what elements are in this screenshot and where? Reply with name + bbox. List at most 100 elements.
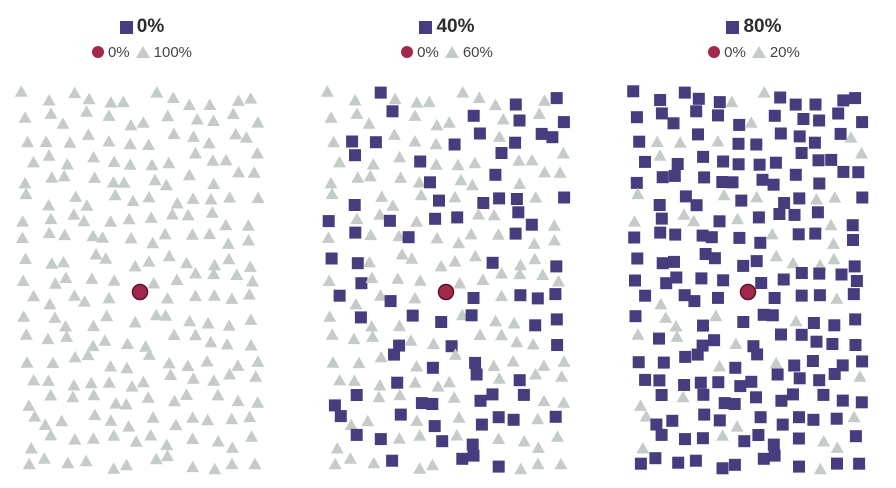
triangle-point: [19, 187, 33, 200]
square-point: [424, 176, 436, 189]
square-point: [697, 319, 709, 332]
circle-legend-icon: [91, 46, 104, 58]
square-point: [531, 292, 544, 305]
square-point: [696, 432, 709, 445]
square-point: [837, 94, 850, 107]
triangle-point: [448, 255, 462, 267]
square-point: [769, 156, 782, 169]
triangle-point: [328, 457, 342, 470]
triangle-point: [506, 355, 520, 367]
triangle-point: [17, 310, 31, 322]
triangle-point: [324, 111, 338, 123]
triangle-point: [225, 292, 239, 304]
triangle-point: [102, 291, 116, 304]
square-point: [655, 389, 668, 401]
scatter-panel-1: [320, 85, 571, 475]
square-point: [751, 348, 764, 361]
square-point: [697, 388, 710, 401]
triangle-point: [408, 135, 422, 147]
panel-title-row: 0%: [12, 14, 272, 40]
square-point: [813, 267, 826, 280]
square-point: [795, 267, 808, 279]
triangle-point: [769, 249, 783, 262]
triangle-point: [413, 429, 427, 441]
triangle-point: [22, 399, 36, 411]
triangle-point: [170, 273, 184, 285]
triangle-point: [122, 212, 136, 225]
triangle-point: [181, 208, 195, 221]
legend-item-triangle: 20%: [751, 44, 800, 61]
triangle-point: [129, 435, 143, 447]
square-point: [750, 391, 762, 404]
triangle-point: [512, 154, 526, 166]
triangle-point: [451, 158, 465, 171]
square-point: [849, 430, 862, 443]
square-point: [467, 109, 480, 122]
triangle-point: [366, 158, 380, 170]
square-point: [853, 457, 866, 470]
triangle-point: [320, 85, 334, 97]
square-point: [679, 350, 692, 363]
triangle-point: [422, 95, 436, 108]
square-point: [509, 136, 522, 149]
triangle-point: [711, 135, 725, 147]
square-point: [495, 147, 508, 159]
square-point: [834, 127, 847, 140]
triangle-point: [514, 462, 528, 475]
triangle-point: [247, 166, 261, 178]
triangle-point: [827, 252, 841, 265]
square-point: [426, 361, 439, 374]
square-point: [433, 194, 445, 207]
triangle-point: [538, 94, 551, 106]
triangle-point: [496, 113, 510, 125]
square-point: [633, 135, 646, 148]
square-point: [789, 98, 802, 111]
triangle-point: [201, 317, 215, 329]
triangle-point: [159, 178, 173, 191]
triangle-point: [162, 356, 176, 369]
triangle-point: [250, 147, 264, 159]
triangle-point: [43, 297, 57, 310]
square-point: [351, 257, 364, 270]
square-point: [467, 449, 480, 462]
square-point: [745, 375, 758, 388]
square-point: [383, 214, 396, 227]
triangle-point: [677, 208, 691, 220]
triangle-point: [392, 432, 406, 444]
triangle-point: [231, 359, 245, 371]
square-point: [734, 380, 747, 393]
triangle-point: [631, 328, 645, 340]
square-point: [788, 359, 801, 372]
triangle-point: [391, 272, 405, 284]
square-point: [757, 308, 770, 321]
triangle-point: [350, 212, 364, 225]
square-point: [808, 136, 821, 149]
square-point: [797, 113, 810, 125]
square-point: [695, 272, 708, 285]
triangle-point: [104, 360, 118, 372]
square-point: [813, 114, 826, 127]
triangle-point: [88, 171, 102, 183]
triangle-point: [207, 374, 221, 386]
square-point: [513, 374, 526, 387]
square-point: [448, 138, 461, 151]
triangle-point: [126, 194, 140, 207]
triangle-point: [824, 218, 838, 231]
triangle-point: [104, 414, 118, 426]
square-legend-icon: [726, 20, 740, 34]
square-point: [655, 107, 668, 120]
square-point: [807, 413, 820, 426]
triangle-point: [510, 335, 524, 348]
triangle-point: [554, 457, 568, 470]
square-point: [466, 438, 479, 451]
triangle-point: [144, 429, 158, 441]
square-point: [630, 111, 643, 124]
triangle-point: [232, 165, 246, 178]
triangle-point: [348, 94, 362, 106]
square-point: [426, 398, 439, 410]
square-point: [811, 206, 824, 219]
square-point: [666, 414, 679, 427]
triangle-point: [190, 113, 204, 125]
triangle-point: [350, 107, 364, 119]
square-point: [793, 460, 805, 473]
